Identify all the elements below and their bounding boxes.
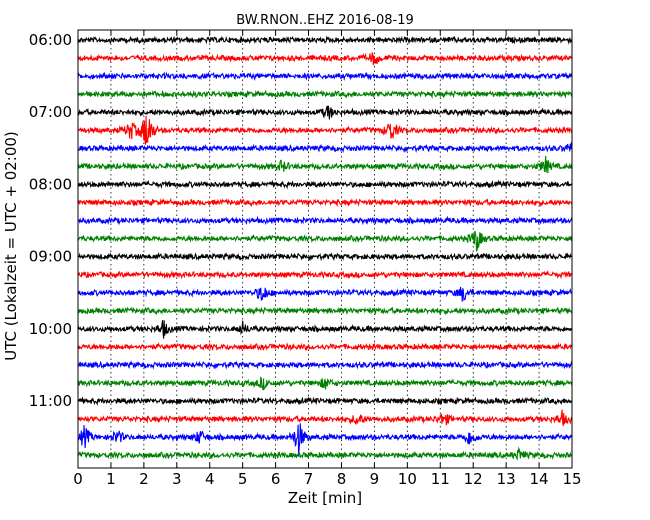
x-tick-label: 0 <box>73 470 83 488</box>
x-tick-label: 13 <box>497 470 516 488</box>
y-tick-label: 11:00 <box>29 392 72 410</box>
trace-0845 <box>77 230 573 252</box>
x-axis-label: Zeit [min] <box>288 489 362 507</box>
trace-0615 <box>77 51 573 66</box>
trace-1030 <box>77 360 573 370</box>
x-tick-label: 3 <box>172 470 182 488</box>
y-tick-label: 08:00 <box>29 175 72 193</box>
x-tick-label: 5 <box>238 470 248 488</box>
x-tick-labels: 0 1 2 3 4 5 6 7 8 9 10 11 12 13 14 15 <box>73 470 581 488</box>
x-tick-label: 6 <box>271 470 281 488</box>
trace-0915 <box>77 269 573 280</box>
trace-0800 <box>77 179 573 190</box>
x-tick-label: 9 <box>370 470 380 488</box>
x-tick-label: 14 <box>530 470 549 488</box>
trace-1115 <box>77 409 573 427</box>
trace-0930 <box>77 286 573 302</box>
y-tick-label: 10:00 <box>29 320 72 338</box>
trace-1015 <box>77 342 573 352</box>
trace-0815 <box>77 197 573 208</box>
trace-0745 <box>77 155 573 174</box>
x-tick-label: 7 <box>304 470 314 488</box>
x-tick-label: 15 <box>562 470 581 488</box>
trace-0630 <box>77 71 573 82</box>
y-tick-label: 09:00 <box>29 248 72 266</box>
trace-0715 <box>77 115 573 145</box>
x-tick-label: 4 <box>205 470 215 488</box>
trace-1045 <box>77 376 573 392</box>
x-tick-label: 8 <box>337 470 347 488</box>
trace-0700 <box>77 105 573 120</box>
y-axis-label: UTC (Lokalzeit = UTC + 02:00) <box>2 131 20 361</box>
trace-1100 <box>77 396 573 406</box>
y-tick-label: 06:00 <box>29 31 72 49</box>
chart-title: BW.RNON..EHZ 2016-08-19 <box>236 13 414 28</box>
minute-grid <box>110 30 540 468</box>
y-tick-labels: 06:00 07:00 08:00 09:00 10:00 11:00 <box>29 31 72 410</box>
trace-1130 <box>77 423 573 457</box>
y-tick-label: 07:00 <box>29 103 72 121</box>
x-tick-label: 2 <box>139 470 149 488</box>
trace-1145 <box>77 446 573 461</box>
trace-0830 <box>77 215 573 226</box>
x-tick-label: 10 <box>398 470 417 488</box>
seismogram-traces <box>77 35 573 461</box>
x-tick-label: 1 <box>106 470 116 488</box>
trace-1000 <box>77 320 573 339</box>
trace-0730 <box>77 141 573 154</box>
axis-ticks <box>77 30 573 468</box>
x-tick-label: 11 <box>431 470 450 488</box>
trace-0945 <box>77 306 573 316</box>
trace-0645 <box>77 89 573 99</box>
plot-frame <box>77 29 573 469</box>
trace-0900 <box>77 251 573 262</box>
trace-0600 <box>77 35 573 45</box>
x-tick-label: 12 <box>464 470 483 488</box>
